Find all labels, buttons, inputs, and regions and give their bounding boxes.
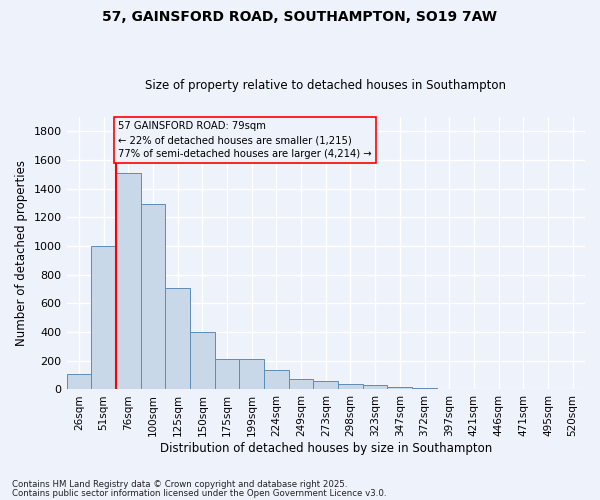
Bar [289,378,313,390]
Text: Contains public sector information licensed under the Open Government Licence v3: Contains public sector information licen… [12,488,386,498]
X-axis label: Distribution of detached houses by size in Southampton: Distribution of detached houses by size … [160,442,492,455]
Text: Contains HM Land Registry data © Crown copyright and database right 2025.: Contains HM Land Registry data © Crown c… [12,480,347,489]
Bar [412,388,437,390]
Bar [313,381,338,390]
Bar [388,387,412,390]
Bar [239,358,264,390]
Bar [116,172,140,390]
Bar [264,370,289,390]
Text: 57 GAINSFORD ROAD: 79sqm
← 22% of detached houses are smaller (1,215)
77% of sem: 57 GAINSFORD ROAD: 79sqm ← 22% of detach… [118,121,372,159]
Bar [338,384,363,390]
Bar [215,358,239,390]
Bar [140,204,165,390]
Bar [363,385,388,390]
Bar [165,288,190,390]
Bar [91,246,116,390]
Title: Size of property relative to detached houses in Southampton: Size of property relative to detached ho… [145,79,506,92]
Bar [67,374,91,390]
Text: 57, GAINSFORD ROAD, SOUTHAMPTON, SO19 7AW: 57, GAINSFORD ROAD, SOUTHAMPTON, SO19 7A… [103,10,497,24]
Y-axis label: Number of detached properties: Number of detached properties [15,160,28,346]
Bar [190,332,215,390]
